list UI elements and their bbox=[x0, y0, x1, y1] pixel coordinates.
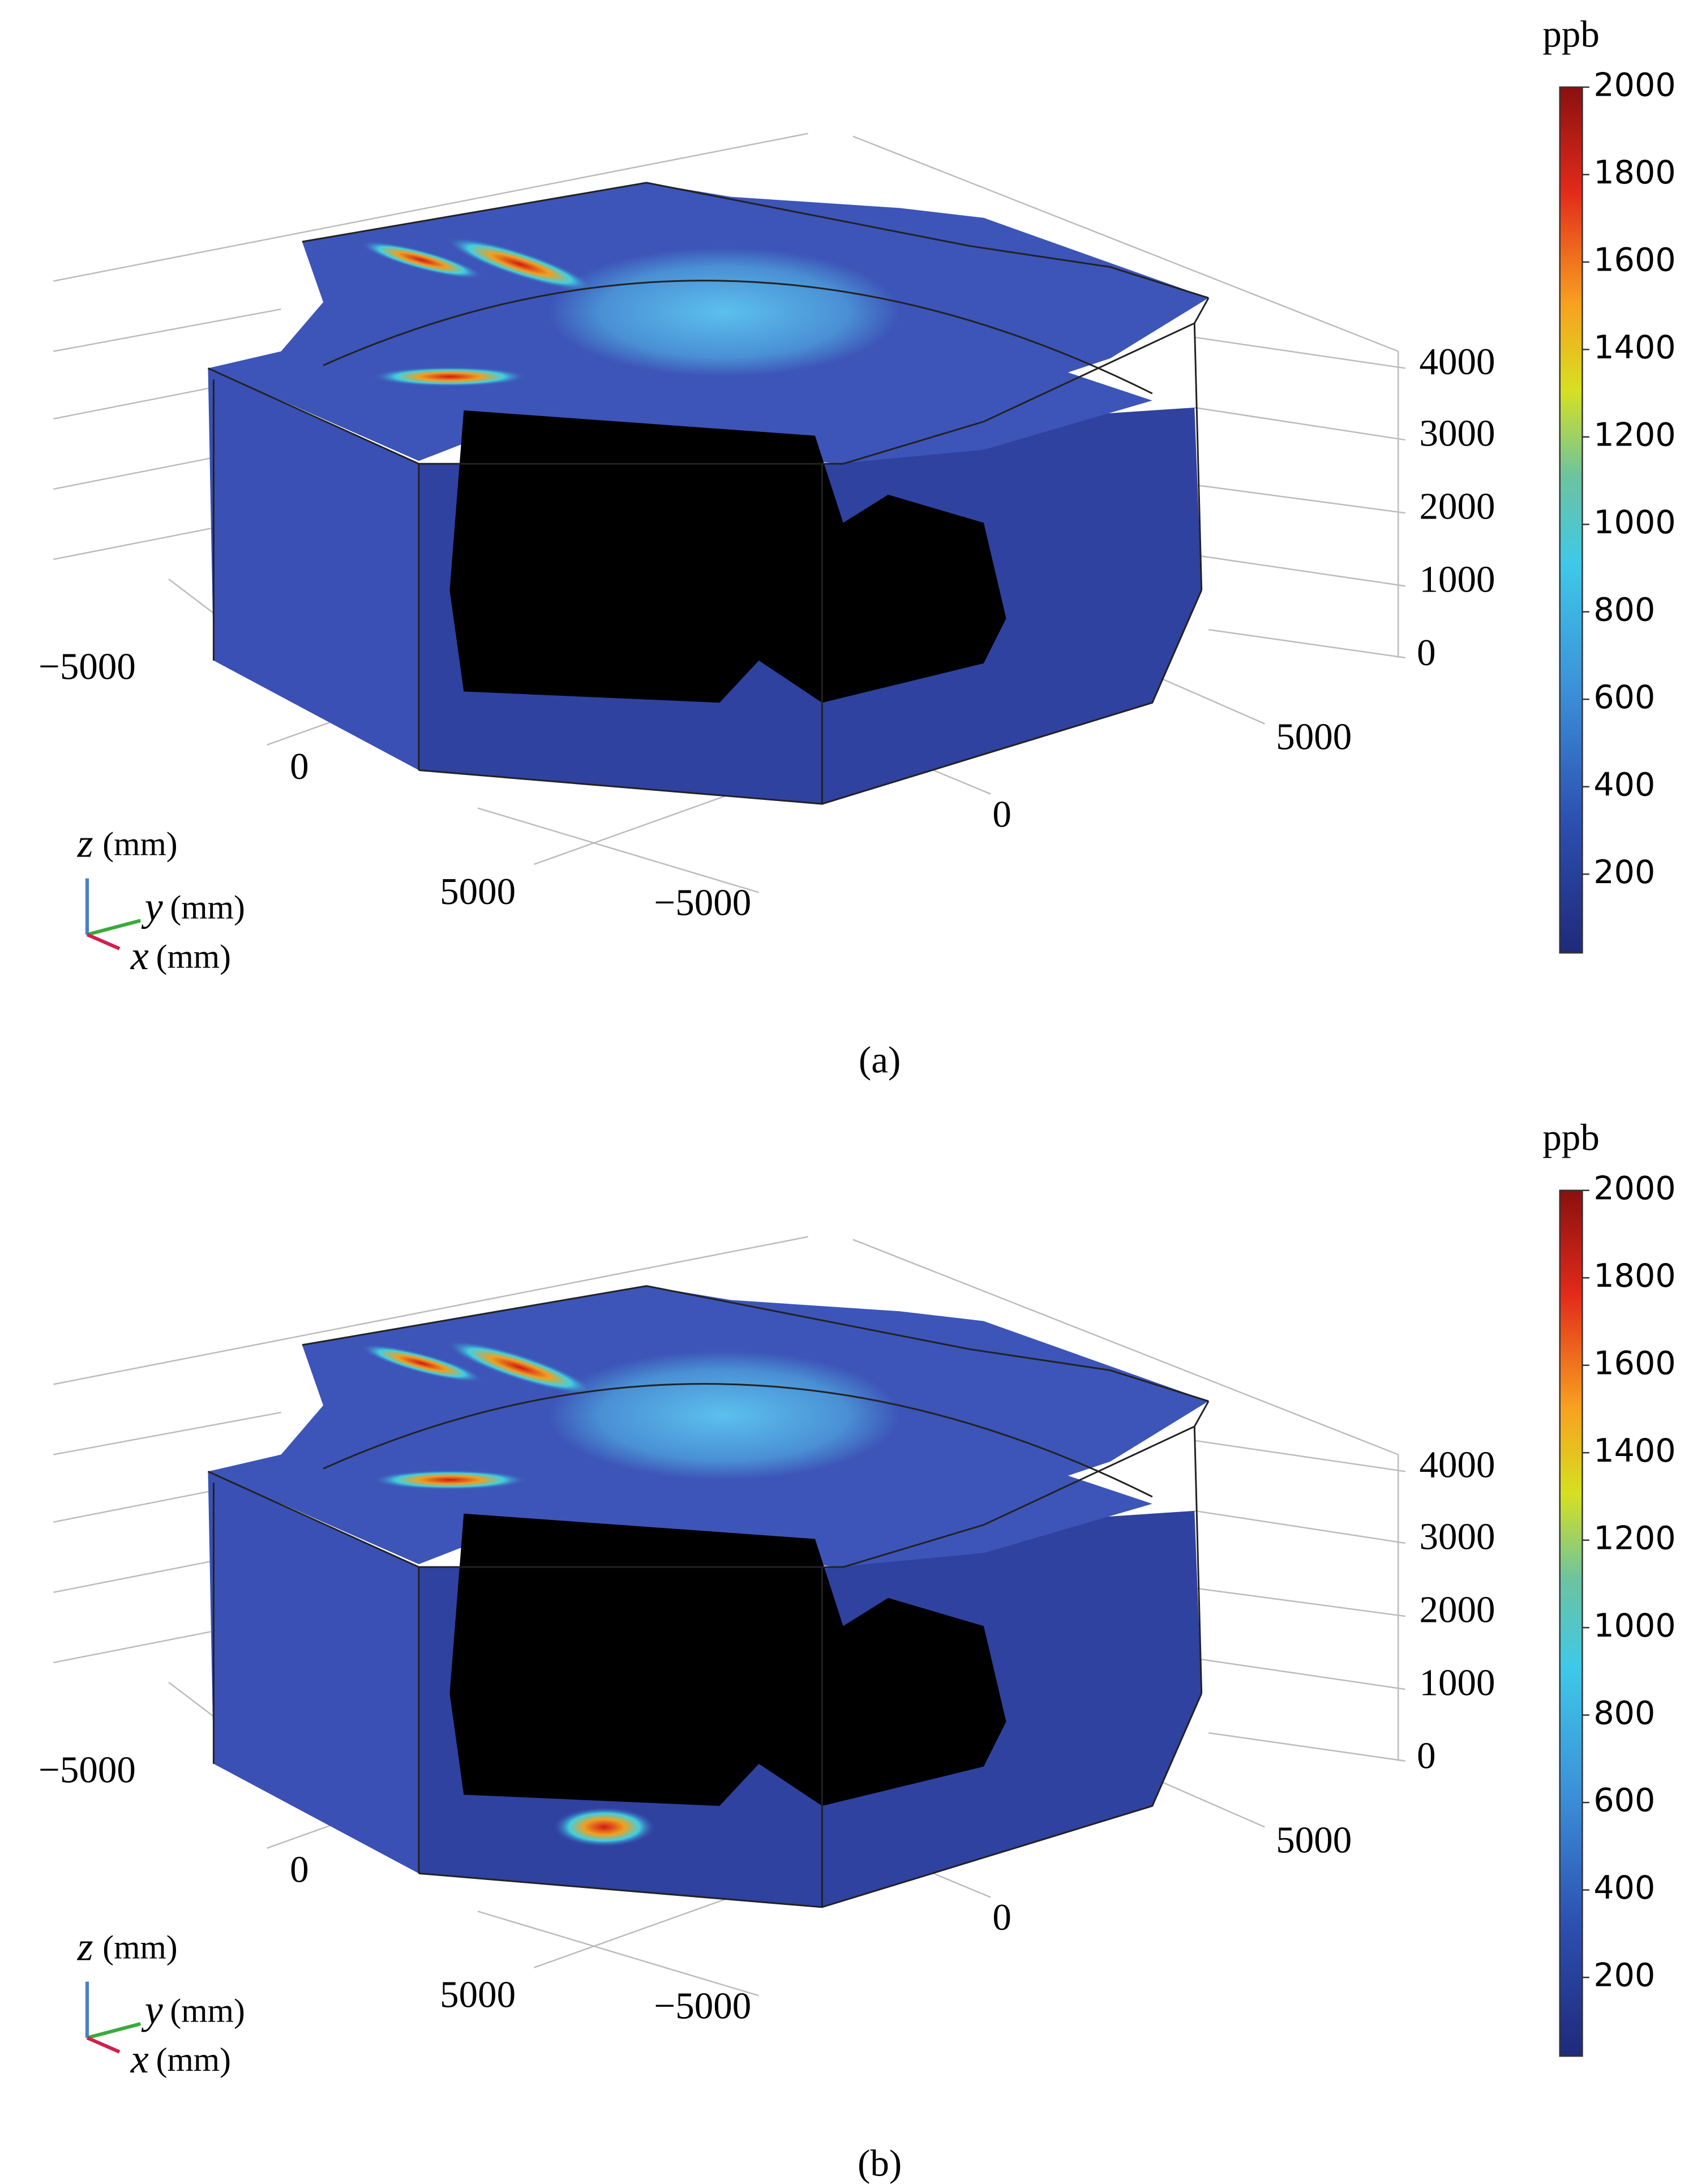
colorbar-tick-label: 200 bbox=[1593, 854, 1655, 891]
colorbar-tick-label: 1600 bbox=[1593, 1344, 1675, 1382]
colorbar bbox=[1559, 1189, 1583, 2057]
colorbar-tick-label: 1200 bbox=[1593, 1519, 1675, 1557]
colorbar-tick-label: 1600 bbox=[1593, 241, 1675, 279]
y-tick-label: −5000 bbox=[38, 646, 136, 688]
colorbar-tick-label: 1000 bbox=[1593, 1607, 1675, 1645]
3d-render bbox=[53, 1237, 1405, 2052]
colorbar-tick-label: 200 bbox=[1593, 1957, 1655, 1994]
z-tick-label: 3000 bbox=[1420, 412, 1495, 454]
x-tick-label: 5000 bbox=[440, 1974, 516, 2016]
colorbar-tick-label: 1000 bbox=[1593, 504, 1675, 541]
colorbar-tick-label: 400 bbox=[1593, 1869, 1655, 1907]
x-tick-label: 5000 bbox=[440, 871, 516, 913]
colorbar-tick-label: 400 bbox=[1593, 766, 1655, 803]
axis-symbol: x bbox=[130, 2036, 149, 2082]
axis-symbol: y bbox=[141, 884, 163, 929]
z-tick-label: 2000 bbox=[1420, 486, 1495, 528]
colorbar-tick-label: 1400 bbox=[1593, 329, 1675, 366]
axis-symbol: z bbox=[77, 1924, 93, 1969]
axis-symbol: z bbox=[77, 821, 93, 866]
z-tick-label: 0 bbox=[1417, 632, 1436, 674]
panel-caption: (b) bbox=[858, 2143, 902, 2184]
z-tick-label: 4000 bbox=[1420, 341, 1495, 383]
panel-caption: (a) bbox=[859, 1039, 901, 1081]
colorbar-tick-label: 1400 bbox=[1593, 1432, 1675, 1470]
colorbar-tick-label: 2000 bbox=[1593, 1170, 1675, 1207]
z-tick-label: 2000 bbox=[1420, 1588, 1495, 1630]
colorbar-tick-label: 600 bbox=[1593, 679, 1655, 716]
x-tick-label: −5000 bbox=[654, 882, 751, 924]
axis-unit: (mm) bbox=[156, 2041, 231, 2078]
z-tick-label: 4000 bbox=[1420, 1444, 1495, 1486]
colorbar-tick-label: 600 bbox=[1593, 1782, 1655, 1819]
colorbar-tick-label: 2000 bbox=[1593, 67, 1675, 104]
y-tick-label: 5000 bbox=[1276, 716, 1352, 758]
axis-symbol: x bbox=[130, 933, 149, 978]
x-tick-label: −5000 bbox=[654, 1985, 751, 2027]
y-tick-label: 0 bbox=[290, 746, 309, 787]
3d-render bbox=[53, 134, 1405, 949]
axis-unit: (mm) bbox=[102, 825, 177, 863]
axis-unit: (mm) bbox=[102, 1929, 177, 1966]
z-tick-label: 3000 bbox=[1420, 1515, 1495, 1557]
colorbar-unit: ppb bbox=[1542, 13, 1600, 55]
axis-unit: (mm) bbox=[156, 937, 231, 975]
colorbar-tick-label: 800 bbox=[1593, 591, 1655, 628]
colorbar-unit: ppb bbox=[1542, 1116, 1600, 1158]
colorbar-tick-label: 1800 bbox=[1593, 154, 1675, 191]
z-tick-label: 1000 bbox=[1420, 559, 1495, 601]
colorbar-tick-label: 800 bbox=[1593, 1694, 1655, 1732]
z-tick-label: 0 bbox=[1417, 1735, 1436, 1777]
y-tick-label: −5000 bbox=[38, 1749, 136, 1791]
y-tick-label: 5000 bbox=[1276, 1819, 1352, 1861]
z-tick-label: 1000 bbox=[1420, 1662, 1495, 1704]
x-tick-label: 0 bbox=[992, 793, 1011, 835]
x-tick-label: 0 bbox=[992, 1896, 1011, 1938]
colorbar-tick-label: 1800 bbox=[1593, 1257, 1675, 1295]
axis-unit: (mm) bbox=[170, 888, 245, 926]
axis-symbol: y bbox=[141, 1987, 163, 2032]
axis-unit: (mm) bbox=[170, 1992, 245, 2029]
hot-spot bbox=[554, 1807, 655, 1847]
colorbar-tick-label: 1200 bbox=[1593, 416, 1675, 453]
y-tick-label: 0 bbox=[290, 1849, 309, 1891]
colorbar bbox=[1559, 86, 1583, 954]
